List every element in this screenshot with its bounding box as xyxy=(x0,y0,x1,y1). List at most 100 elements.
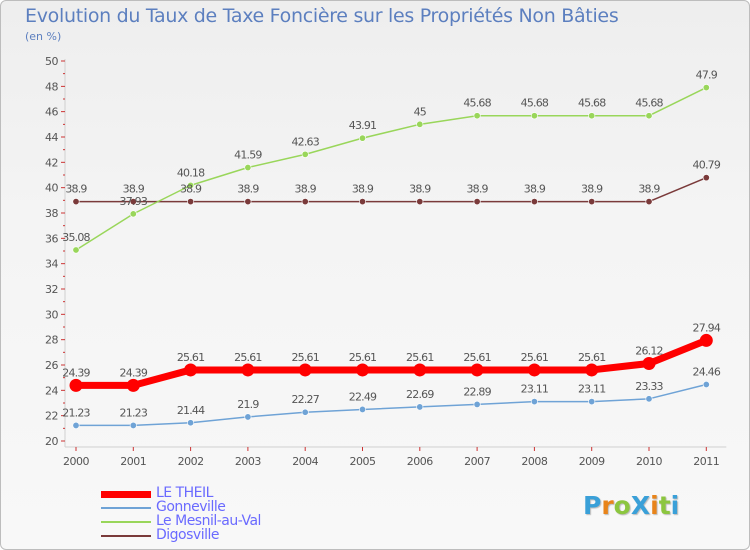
y-axis-unit: (en %) xyxy=(25,30,62,43)
data-point xyxy=(530,198,538,206)
series-line-2 xyxy=(75,86,708,251)
data-label: 22.89 xyxy=(463,385,491,398)
data-point xyxy=(69,378,83,392)
data-point xyxy=(645,112,653,120)
data-point xyxy=(301,198,309,206)
data-point xyxy=(129,210,137,218)
data-point xyxy=(588,198,596,206)
legend-swatch xyxy=(101,507,151,509)
data-label: 21.44 xyxy=(177,404,205,417)
y-tick-label: 48 xyxy=(45,80,58,93)
data-label: 38.9 xyxy=(180,183,202,196)
data-point xyxy=(72,246,80,254)
data-point xyxy=(358,134,366,142)
data-point xyxy=(72,421,80,429)
data-point xyxy=(585,363,599,377)
data-label: 27.94 xyxy=(693,321,721,334)
x-tick-label: 2006 xyxy=(407,455,433,468)
logo-letter: P xyxy=(583,491,602,520)
y-tick-label: 40 xyxy=(45,182,58,195)
data-label: 25.61 xyxy=(521,351,549,364)
data-label: 25.61 xyxy=(177,351,205,364)
data-point xyxy=(358,198,366,206)
y-tick-label: 46 xyxy=(45,106,58,119)
x-tick-label: 2011 xyxy=(693,455,719,468)
data-label: 42.63 xyxy=(291,135,319,148)
data-label: 45 xyxy=(414,105,427,118)
data-point xyxy=(642,356,656,370)
data-label: 38.9 xyxy=(466,183,488,196)
legend-swatch xyxy=(101,521,151,523)
data-point xyxy=(301,408,309,416)
x-tick-label: 2009 xyxy=(579,455,605,468)
data-label: 25.61 xyxy=(406,351,434,364)
logo-letter: X xyxy=(630,491,651,520)
data-point xyxy=(298,363,312,377)
y-tick-label: 44 xyxy=(45,131,58,144)
y-tick-label: 28 xyxy=(45,334,58,347)
legend-swatch xyxy=(101,535,151,537)
data-label: 25.61 xyxy=(463,351,491,364)
data-label: 24.39 xyxy=(62,366,90,379)
data-label: 45.68 xyxy=(578,97,606,110)
y-tick-label: 24 xyxy=(45,384,58,397)
y-tick-label: 50 xyxy=(45,55,58,68)
y-tick-label: 34 xyxy=(45,258,58,271)
data-label: 43.91 xyxy=(349,119,377,132)
y-tick-label: 22 xyxy=(45,410,58,423)
data-point xyxy=(416,403,424,411)
data-label: 38.9 xyxy=(409,183,431,196)
legend-swatch xyxy=(101,490,151,498)
data-label: 45.68 xyxy=(463,97,491,110)
data-point xyxy=(301,150,309,158)
x-tick-label: 2008 xyxy=(521,455,547,468)
data-label: 45.68 xyxy=(635,97,663,110)
data-label: 40.79 xyxy=(693,159,721,172)
data-point xyxy=(244,164,252,172)
x-tick-label: 2001 xyxy=(120,455,146,468)
data-label: 38.9 xyxy=(524,183,546,196)
data-point xyxy=(416,198,424,206)
data-point xyxy=(184,363,198,377)
data-label: 40.18 xyxy=(177,166,205,179)
data-point xyxy=(413,363,427,377)
data-label: 21.9 xyxy=(237,398,259,411)
data-label: 22.27 xyxy=(291,393,319,406)
data-point xyxy=(129,421,137,429)
data-point xyxy=(126,378,140,392)
data-point xyxy=(530,398,538,406)
data-point xyxy=(358,405,366,413)
data-label: 23.11 xyxy=(521,383,549,396)
data-point xyxy=(244,198,252,206)
data-label: 25.61 xyxy=(291,351,319,364)
data-label: 24.46 xyxy=(693,366,721,379)
data-point xyxy=(645,395,653,403)
data-point xyxy=(187,198,195,206)
y-tick-label: 36 xyxy=(45,232,58,245)
x-tick-label: 2010 xyxy=(636,455,662,468)
data-label: 22.49 xyxy=(349,390,377,403)
data-label: 37.93 xyxy=(120,195,148,208)
data-label: 21.23 xyxy=(120,406,148,419)
legend-label: Gonneville xyxy=(156,499,226,515)
data-label: 41.59 xyxy=(234,149,262,162)
data-point xyxy=(702,174,710,182)
data-point xyxy=(645,198,653,206)
data-point xyxy=(470,363,484,377)
y-tick-label: 32 xyxy=(45,283,58,296)
data-point xyxy=(702,84,710,92)
data-label: 38.9 xyxy=(638,183,660,196)
data-point xyxy=(699,333,713,347)
data-point xyxy=(187,419,195,427)
data-point xyxy=(244,413,252,421)
logo-letter: t xyxy=(658,491,671,520)
data-point xyxy=(473,198,481,206)
y-tick-label: 42 xyxy=(45,156,58,169)
data-point xyxy=(356,363,369,377)
data-point xyxy=(588,112,596,120)
legend-label: LE THEIL xyxy=(156,485,213,501)
data-label: 25.61 xyxy=(234,351,262,364)
data-point xyxy=(187,181,195,189)
